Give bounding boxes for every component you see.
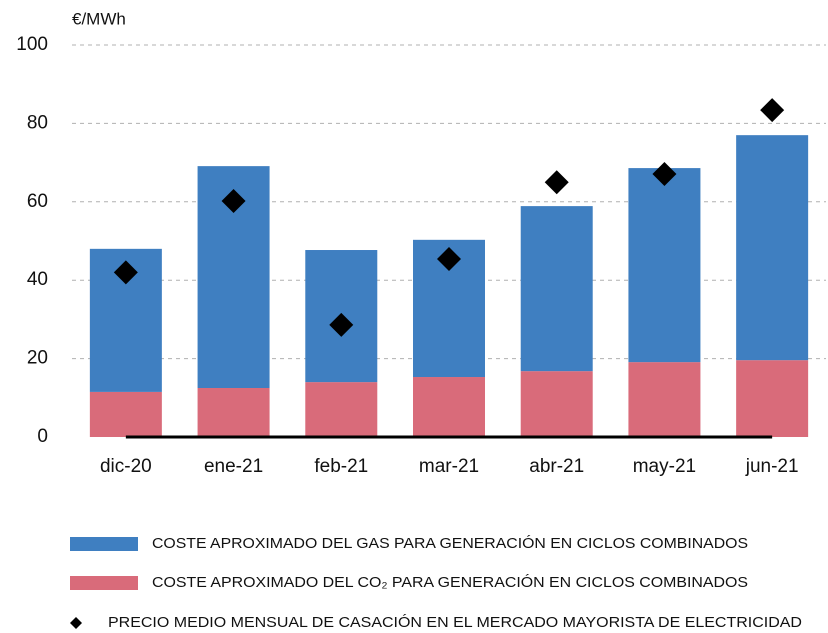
x-tick-label: dic-20 bbox=[100, 456, 152, 477]
bar-segment bbox=[520, 206, 593, 372]
price-marker bbox=[221, 189, 246, 214]
bar-segment bbox=[628, 168, 701, 363]
bar-segment bbox=[736, 135, 809, 361]
bar-segment bbox=[305, 382, 378, 437]
x-tick-label: jun-21 bbox=[745, 456, 799, 477]
price-marker bbox=[113, 260, 138, 285]
price-marker bbox=[760, 98, 785, 123]
x-tick-label: feb-21 bbox=[314, 456, 368, 477]
bar-segment bbox=[520, 371, 593, 437]
bar-segment bbox=[413, 377, 485, 437]
legend-label: PRECIO MEDIO MENSUAL DE CASACIÓN EN EL M… bbox=[108, 614, 802, 631]
x-tick-label: abr-21 bbox=[529, 456, 584, 477]
x-tick-label: mar-21 bbox=[419, 456, 479, 477]
legend-swatch bbox=[70, 537, 138, 551]
legend-swatch bbox=[70, 617, 82, 629]
price-marker bbox=[544, 170, 569, 195]
price-marker bbox=[329, 312, 354, 337]
y-tick-label: 0 bbox=[37, 426, 48, 447]
y-tick-label: 40 bbox=[27, 269, 48, 290]
bar-segment bbox=[89, 391, 162, 437]
bar-segment bbox=[628, 362, 701, 437]
x-tick-label: may-21 bbox=[633, 456, 696, 477]
y-axis-label: €/MWh bbox=[72, 9, 126, 28]
legend-swatch bbox=[70, 576, 138, 590]
price-marker bbox=[437, 247, 461, 272]
bar-segment bbox=[197, 388, 270, 437]
y-tick-label: 60 bbox=[27, 191, 48, 212]
bar-segment bbox=[736, 360, 809, 437]
price-marker bbox=[652, 161, 677, 186]
x-tick-label: ene-21 bbox=[204, 456, 263, 477]
legend-label: COSTE APROXIMADO DEL GAS PARA GENERACIÓN… bbox=[152, 535, 748, 552]
y-tick-label: 20 bbox=[27, 348, 48, 369]
y-tick-label: 80 bbox=[27, 112, 48, 133]
y-tick-label: 100 bbox=[16, 34, 48, 55]
legend-label: COSTE APROXIMADO DEL CO₂ PARA GENERACIÓN… bbox=[152, 574, 748, 591]
